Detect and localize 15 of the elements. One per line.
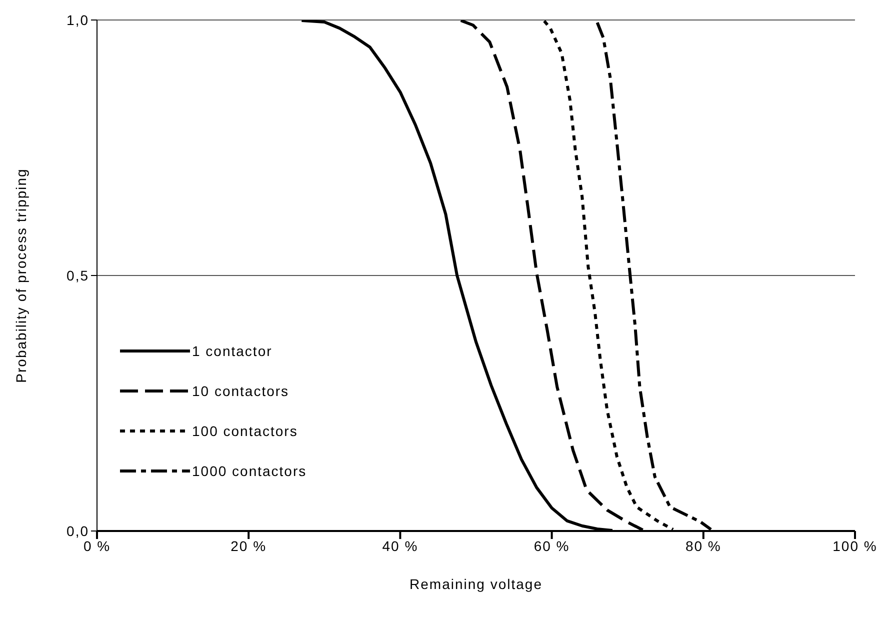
x-tick-label: 0 % bbox=[83, 538, 111, 554]
y-axis-title: Probability of process tripping bbox=[12, 168, 29, 383]
x-tick-label: 100 % bbox=[832, 538, 878, 554]
legend-label: 10 contactors bbox=[192, 383, 290, 399]
legend-label: 100 contactors bbox=[192, 423, 298, 439]
x-tick-label: 60 % bbox=[534, 538, 570, 554]
legend-label: 1000 contactors bbox=[192, 463, 307, 479]
legend-label: 1 contactor bbox=[192, 343, 272, 359]
x-tick-label: 20 % bbox=[230, 538, 267, 554]
y-tick-label: 0,5 bbox=[66, 267, 89, 284]
x-axis-title: Remaining voltage bbox=[410, 576, 542, 592]
y-tick-label: 0,0 bbox=[66, 522, 89, 539]
x-tick-label: 80 % bbox=[685, 538, 722, 554]
x-tick-label: 40 % bbox=[382, 538, 418, 554]
y-tick-label: 1,0 bbox=[66, 12, 89, 28]
